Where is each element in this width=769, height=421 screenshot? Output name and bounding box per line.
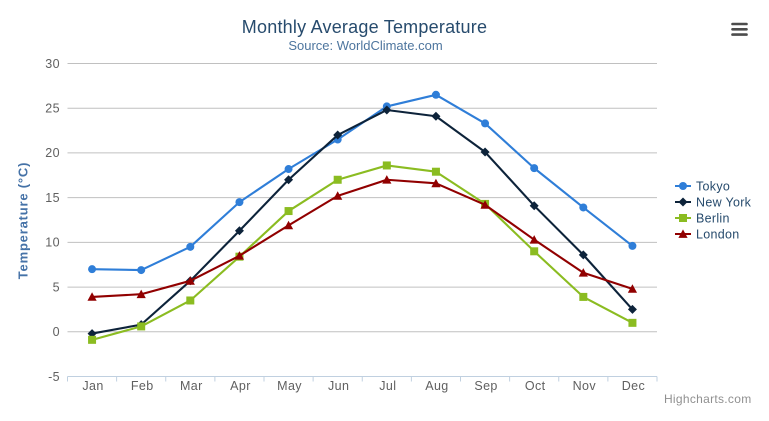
svg-text:Apr: Apr xyxy=(230,379,251,393)
svg-text:Berlin: Berlin xyxy=(696,211,730,225)
svg-text:30: 30 xyxy=(45,57,60,71)
svg-text:Sep: Sep xyxy=(474,379,497,393)
svg-text:New York: New York xyxy=(696,195,752,209)
svg-text:Feb: Feb xyxy=(131,379,154,393)
svg-text:Oct: Oct xyxy=(525,379,546,393)
svg-text:Monthly Average Temperature: Monthly Average Temperature xyxy=(242,17,487,37)
svg-text:15: 15 xyxy=(45,191,60,205)
svg-text:25: 25 xyxy=(45,102,60,116)
svg-text:10: 10 xyxy=(45,236,60,250)
svg-text:5: 5 xyxy=(53,280,60,294)
svg-text:Mar: Mar xyxy=(180,379,203,393)
svg-text:0: 0 xyxy=(53,325,60,339)
svg-text:20: 20 xyxy=(45,146,60,160)
svg-text:Aug: Aug xyxy=(425,379,448,393)
svg-text:Tokyo: Tokyo xyxy=(696,179,730,193)
svg-text:Highcharts.com: Highcharts.com xyxy=(664,392,752,406)
svg-text:London: London xyxy=(696,227,740,241)
svg-text:Nov: Nov xyxy=(573,379,597,393)
svg-text:-5: -5 xyxy=(48,370,60,384)
svg-text:Dec: Dec xyxy=(622,379,645,393)
svg-text:May: May xyxy=(277,379,302,393)
svg-text:Temperature (°C): Temperature (°C) xyxy=(16,162,31,279)
svg-text:Jun: Jun xyxy=(328,379,349,393)
svg-text:Jan: Jan xyxy=(82,379,103,393)
svg-text:Jul: Jul xyxy=(379,379,396,393)
svg-text:Source: WorldClimate.com: Source: WorldClimate.com xyxy=(288,38,442,53)
